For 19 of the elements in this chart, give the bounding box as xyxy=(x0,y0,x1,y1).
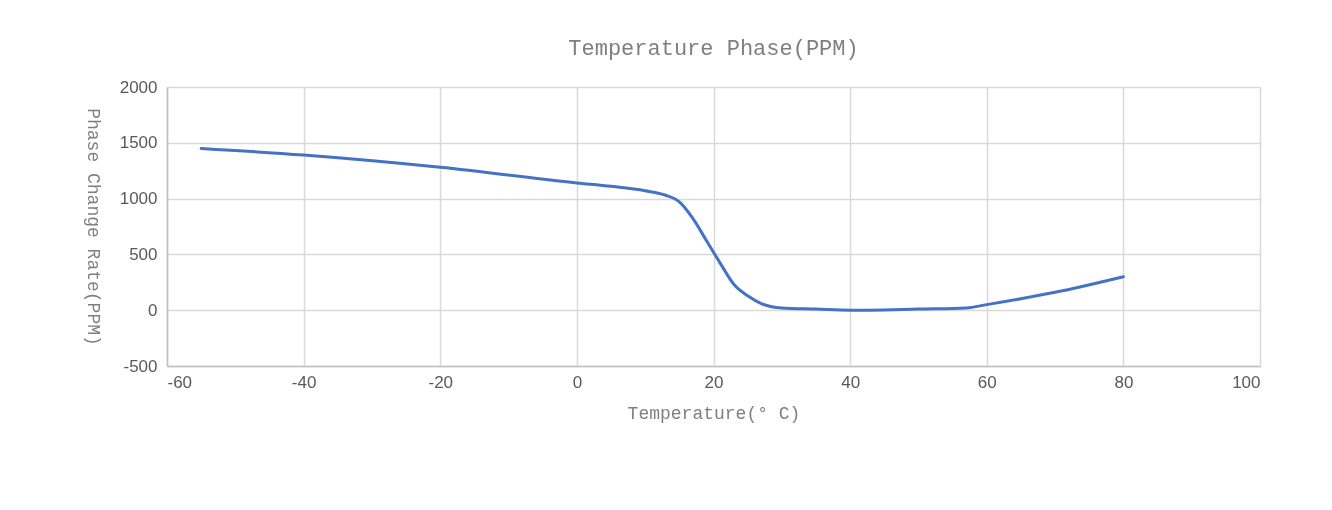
x-tick-label: -40 xyxy=(291,372,317,392)
x-tick-label: 20 xyxy=(704,372,724,392)
x-tick-label: 80 xyxy=(1114,372,1134,392)
x-axis-title: Temperature(° C) xyxy=(627,403,801,424)
x-tick-label: 0 xyxy=(572,372,583,392)
y-tick-label: 1000 xyxy=(119,189,158,209)
y-tick-label: 2000 xyxy=(119,77,158,97)
x-tick-label: -60 xyxy=(167,372,193,392)
x-tick-label: 100 xyxy=(1232,372,1261,392)
x-tick-label: 60 xyxy=(977,372,997,392)
y-axis-title: Phase Change Rate(PPM) xyxy=(82,108,103,346)
x-tick-label: -20 xyxy=(428,372,454,392)
x-tick-label: 40 xyxy=(841,372,861,392)
y-tick-label: 1500 xyxy=(119,133,158,153)
y-tick-label: 0 xyxy=(148,300,158,320)
y-tick-label: -500 xyxy=(123,356,158,376)
line-series xyxy=(199,146,1125,312)
y-tick-label: 500 xyxy=(129,244,158,264)
chart-title: Temperature Phase(PPM) xyxy=(568,37,859,62)
